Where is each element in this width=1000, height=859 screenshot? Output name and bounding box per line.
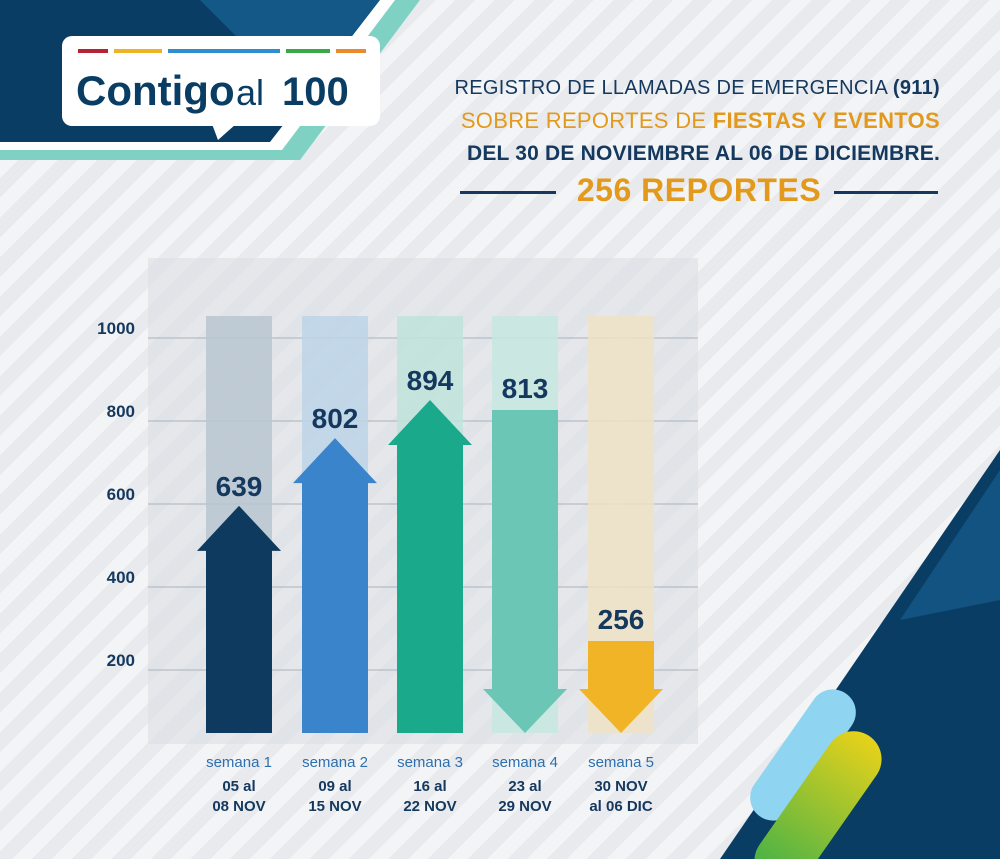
logo-word-al: al [236, 72, 264, 113]
y-tick-label: 200 [107, 651, 135, 670]
total-banner: 256 REPORTES [460, 172, 938, 212]
corner-decoration-bottom-right [720, 450, 1000, 859]
header-line-2-highlight: FIESTAS Y EVENTOS [712, 108, 940, 133]
y-tick-label: 800 [107, 402, 135, 421]
header-line-1-text: REGISTRO DE LLAMADAS DE EMERGENCIA [454, 77, 893, 99]
category-date-label: 15 NOV [308, 798, 361, 815]
y-tick-label: 400 [107, 568, 135, 587]
bar [492, 410, 558, 689]
logo: Contigo al 100 [62, 36, 380, 140]
chart-value-labels: 639 802 894 813 256 [216, 365, 645, 635]
bar [206, 549, 272, 733]
category-date-label: 30 NOV [594, 778, 647, 795]
value-label: 802 [312, 403, 359, 434]
header-line-2-text: SOBRE REPORTES DE [460, 108, 713, 133]
y-tick-label: 1000 [97, 319, 135, 338]
value-label: 256 [598, 604, 645, 635]
category-date-label: 29 NOV [498, 798, 551, 815]
bar [588, 641, 654, 689]
category-date-label: 16 al [413, 778, 446, 795]
category-date-label: 23 al [508, 778, 541, 795]
category-date-label: al 06 DIC [589, 798, 653, 815]
category-label: semana 4 [492, 754, 558, 771]
total-rule-right [834, 191, 938, 194]
y-tick-label: 600 [107, 485, 135, 504]
category-date-label: 05 al [222, 778, 255, 795]
total-reports: 256 REPORTES [576, 172, 822, 208]
bar-arrow-down [483, 689, 567, 733]
chart-bars [197, 399, 663, 733]
value-label: 813 [502, 373, 549, 404]
chart-x-labels: semana 1 05 al 08 NOV semana 2 09 al 15 NOV se… [206, 754, 654, 815]
header-line-3: DEL 30 DE NOVIEMBRE AL 06 DE DICIEMBRE. [466, 142, 940, 165]
logo-word-contigo: Contigo [76, 67, 235, 114]
chart-y-ticks: 1000 800 600 400 200 [97, 319, 135, 670]
bar [397, 443, 463, 733]
category-label: semana 3 [397, 754, 463, 771]
bar-arrow-up [197, 505, 281, 551]
bar [302, 482, 368, 733]
header-line-2: SOBRE REPORTES DE FIESTAS Y EVENTOS [461, 108, 940, 134]
category-label: semana 2 [302, 754, 368, 771]
header-line-1: REGISTRO DE LLAMADAS DE EMERGENCIA (911) [455, 77, 940, 100]
category-label: semana 1 [206, 754, 272, 771]
bar-arrow-down [579, 689, 663, 733]
header-line-1-number: (911) [892, 77, 940, 99]
bar-arrow-up [293, 438, 377, 484]
value-label: 894 [407, 365, 454, 396]
value-label: 639 [216, 471, 263, 502]
logo-number: 100 [282, 70, 349, 114]
category-label: semana 5 [588, 754, 654, 771]
category-date-label: 09 al [318, 778, 351, 795]
category-date-label: 22 NOV [403, 798, 456, 815]
bar-arrow-up [388, 399, 472, 445]
total-rule-left [460, 191, 556, 194]
category-date-label: 08 NOV [212, 798, 265, 815]
